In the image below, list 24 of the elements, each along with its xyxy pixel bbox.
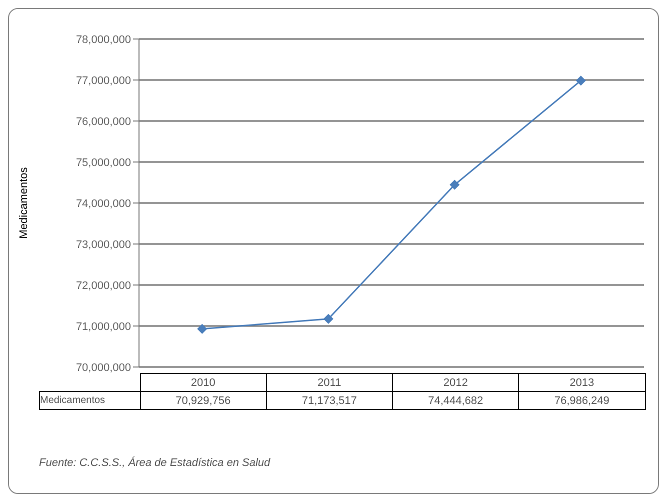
x-tick-label: 2012: [392, 374, 519, 392]
point: [323, 314, 334, 324]
y-tick-label: 71,000,000: [76, 320, 131, 333]
point: [576, 76, 586, 86]
point: [197, 324, 208, 334]
y-tick-label: 74,000,000: [76, 198, 131, 210]
y-tick-label: 72,000,000: [76, 280, 131, 292]
x-tick-label: 2010: [140, 374, 266, 392]
source-note: Fuente: C.C.S.S., Área de Estadística en Salud: [39, 457, 270, 469]
y-tick-label: 70,000,000: [76, 362, 131, 374]
y-tick-label: 77,000,000: [76, 74, 131, 87]
data-label: 71,173,517: [266, 392, 392, 410]
y-axis-title: Medicamentos: [18, 166, 30, 239]
point: [450, 180, 460, 190]
data-label: 76,986,249: [518, 392, 645, 410]
y-tick-label: 75,000,000: [76, 156, 131, 169]
data-label: 70,929,756: [140, 392, 266, 410]
x-tick-label: 2013: [518, 374, 645, 392]
y-tick-label: 78,000,000: [76, 34, 131, 46]
y-tick-label: 73,000,000: [76, 238, 131, 251]
y-tick-label: 76,000,000: [76, 116, 131, 128]
x-tick-label: 2011: [266, 374, 392, 392]
data-label: 74,444,682: [392, 392, 519, 410]
text: Medicamentos: [40, 395, 106, 406]
